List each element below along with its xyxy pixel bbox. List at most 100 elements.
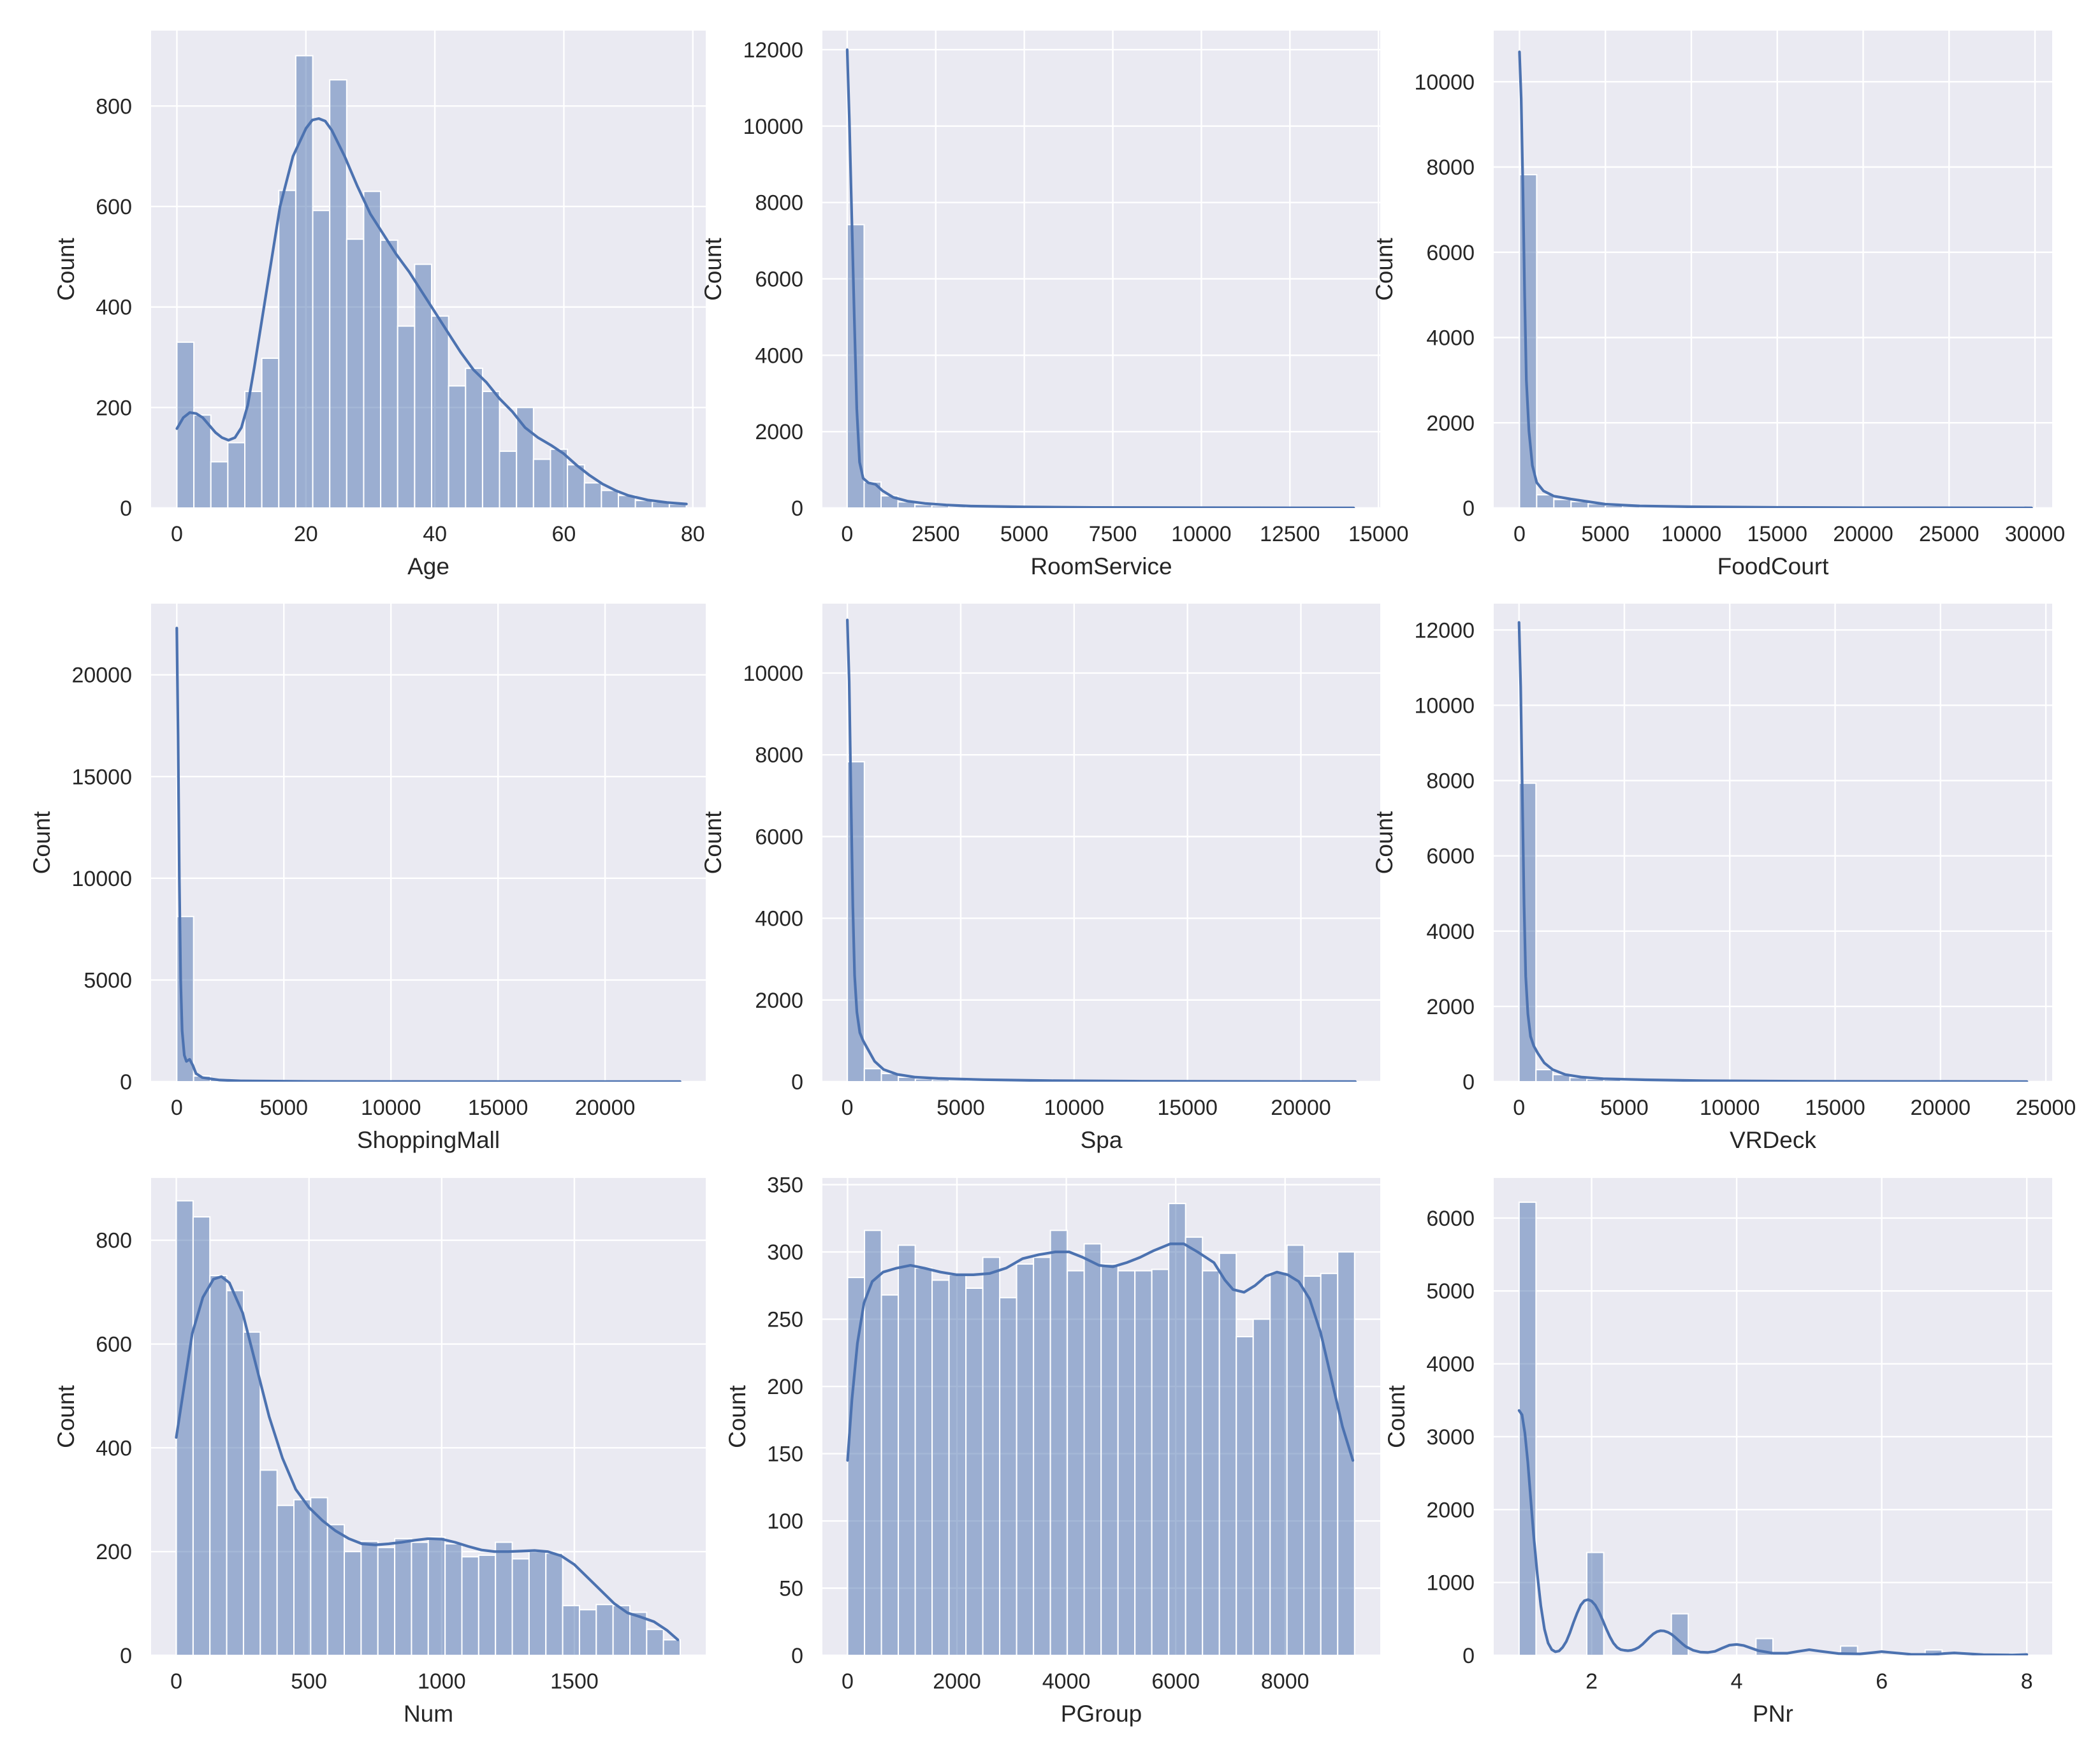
chart-4-y-tick-label: 10000 bbox=[71, 867, 132, 891]
chart-9-x-axis-label: PNr bbox=[1753, 1701, 1793, 1727]
chart-8-bar bbox=[1320, 1272, 1339, 1655]
chart-7-bar bbox=[646, 1629, 664, 1655]
chart-1-bar bbox=[601, 490, 620, 508]
chart-9-y-tick-label: 3000 bbox=[1426, 1425, 1475, 1449]
chart-1-x-tick-label: 80 bbox=[681, 522, 705, 546]
chart-3-bar bbox=[1553, 498, 1572, 508]
chart-5-x-axis-label: Spa bbox=[1081, 1127, 1123, 1153]
chart-9-kde-line bbox=[1517, 1409, 2029, 1655]
chart-5-y-tick-label: 8000 bbox=[755, 743, 803, 767]
chart-2-y-tick-label: 2000 bbox=[755, 420, 803, 444]
chart-8-bar bbox=[1185, 1236, 1204, 1655]
chart-8-bar bbox=[999, 1297, 1017, 1655]
chart-8-bar bbox=[1236, 1335, 1254, 1655]
chart-6-x-tick-label: 15000 bbox=[1805, 1096, 1865, 1120]
chart-1-kde-line bbox=[175, 117, 688, 505]
chart-8-bar bbox=[1286, 1244, 1305, 1655]
chart-1-y-tick-label: 600 bbox=[96, 195, 132, 219]
chart-3-x-tick-label: 10000 bbox=[1661, 522, 1722, 546]
chart-6-kde-line bbox=[1517, 621, 2029, 1082]
chart-1-x-tick-label: 60 bbox=[552, 522, 576, 546]
chart-8-bar bbox=[1083, 1243, 1102, 1655]
chart-1-y-tick-label: 400 bbox=[96, 296, 132, 320]
chart-6-x-tick-label: 25000 bbox=[2016, 1096, 2076, 1120]
chart-7-kde-line bbox=[175, 1275, 680, 1641]
chart-7-bar bbox=[360, 1540, 379, 1655]
chart-3-x-tick-label: 30000 bbox=[2005, 522, 2066, 546]
chart-7-bar bbox=[562, 1604, 580, 1655]
chart-5-x-tick-label: 5000 bbox=[937, 1096, 985, 1120]
chart-6-x-tick-label: 0 bbox=[1513, 1096, 1525, 1120]
chart-6-x-tick-label: 20000 bbox=[1911, 1096, 1971, 1120]
chart-6-x-axis-label: VRDeck bbox=[1730, 1127, 1816, 1153]
chart-6-y-tick-label: 10000 bbox=[1414, 694, 1475, 718]
chart-3-bar bbox=[1519, 174, 1538, 508]
chart-8-x-axis-label: PGroup bbox=[1061, 1701, 1142, 1727]
chart-2-bar bbox=[914, 504, 933, 508]
chart-7-y-tick-label: 800 bbox=[96, 1229, 132, 1253]
chart-8-bar bbox=[914, 1267, 933, 1655]
chart-8-x-tick-label: 6000 bbox=[1151, 1669, 1200, 1694]
chart-5-x-tick-label: 10000 bbox=[1044, 1096, 1105, 1120]
chart-6-x-tick-label: 5000 bbox=[1600, 1096, 1649, 1120]
chart-4-y-tick-label: 0 bbox=[120, 1070, 132, 1094]
chart-5-y-tick-label: 0 bbox=[791, 1070, 803, 1094]
chart-6-y-tick-label: 4000 bbox=[1426, 920, 1475, 944]
chart-7-y-tick-label: 200 bbox=[96, 1540, 132, 1564]
chart-1-bars bbox=[176, 55, 687, 508]
chart-7-bar bbox=[578, 1609, 597, 1655]
chart-7-bar bbox=[411, 1541, 429, 1655]
chart-4-plot-area bbox=[151, 604, 706, 1082]
chart-2-y-tick-label: 6000 bbox=[755, 267, 803, 291]
chart-7-x-tick-label: 1500 bbox=[550, 1669, 599, 1694]
chart-9-x-tick-label: 4 bbox=[1731, 1669, 1743, 1694]
chart-8-bar bbox=[1100, 1263, 1119, 1655]
chart-1-bar bbox=[550, 448, 569, 508]
chart-7-bar bbox=[192, 1216, 211, 1655]
chart-9-plot-area bbox=[1494, 1178, 2052, 1655]
chart-7-bar bbox=[511, 1558, 530, 1655]
chart-1-bar bbox=[227, 442, 246, 508]
chart-1-bar bbox=[278, 189, 296, 508]
chart-8-bar bbox=[965, 1288, 984, 1655]
chart-9-y-tick-label: 2000 bbox=[1426, 1498, 1475, 1522]
chart-8-y-axis-label: Count bbox=[724, 1384, 750, 1448]
chart-5-bar bbox=[949, 1079, 967, 1082]
chart-7-bar bbox=[209, 1275, 228, 1655]
chart-8-y-tick-label: 100 bbox=[767, 1509, 803, 1534]
chart-1-bar bbox=[210, 461, 229, 508]
chart-7-bar bbox=[344, 1551, 362, 1655]
chart-4-x-tick-label: 0 bbox=[171, 1096, 183, 1120]
chart-8-bar bbox=[1016, 1263, 1035, 1655]
chart-8-bars bbox=[847, 1203, 1355, 1655]
chart-6-x-tick-label: 10000 bbox=[1700, 1096, 1760, 1120]
chart-2-x-tick-label: 2500 bbox=[912, 522, 960, 546]
chart-4-kde-line bbox=[175, 627, 682, 1082]
chart-1-y-axis-label: Count bbox=[53, 237, 79, 300]
chart-3-foodcourt-histogram: 0 5000 10000 15000 20000 25000 30000 0 2000 4000 6… bbox=[1371, 31, 2065, 579]
chart-2-y-tick-label: 8000 bbox=[755, 191, 803, 215]
chart-8-bar bbox=[1218, 1253, 1237, 1655]
chart-9-y-tick-label: 5000 bbox=[1426, 1279, 1475, 1304]
chart-7-bar bbox=[377, 1546, 396, 1655]
chart-7-y-tick-label: 400 bbox=[96, 1436, 132, 1460]
chart-7-bar bbox=[495, 1541, 513, 1655]
chart-5-y-axis-label: Count bbox=[700, 811, 726, 874]
chart-3-y-tick-label: 6000 bbox=[1426, 241, 1475, 265]
chart-9-x-tick-label: 2 bbox=[1586, 1669, 1598, 1694]
chart-1-bar bbox=[448, 385, 467, 508]
chart-8-x-tick-label: 4000 bbox=[1042, 1669, 1091, 1694]
chart-4-y-axis-label: Count bbox=[29, 811, 55, 874]
chart-8-pgroup-histogram: 0 2000 4000 6000 8000 0 50 100 150 200 250 300 350 PG… bbox=[724, 1173, 1380, 1727]
chart-4-x-axis-label: ShoppingMall bbox=[357, 1127, 500, 1153]
chart-2-x-axis-label: RoomService bbox=[1030, 553, 1172, 579]
chart-5-x-tick-label: 0 bbox=[842, 1096, 854, 1120]
chart-1-bar bbox=[312, 210, 331, 508]
chart-1-bar bbox=[431, 315, 449, 508]
chart-3-kde-line bbox=[1518, 50, 2033, 508]
chart-7-bar bbox=[226, 1290, 244, 1655]
chart-8-kde-line bbox=[846, 1242, 1355, 1462]
chart-7-bar bbox=[444, 1543, 463, 1655]
chart-3-y-tick-label: 10000 bbox=[1414, 70, 1475, 94]
